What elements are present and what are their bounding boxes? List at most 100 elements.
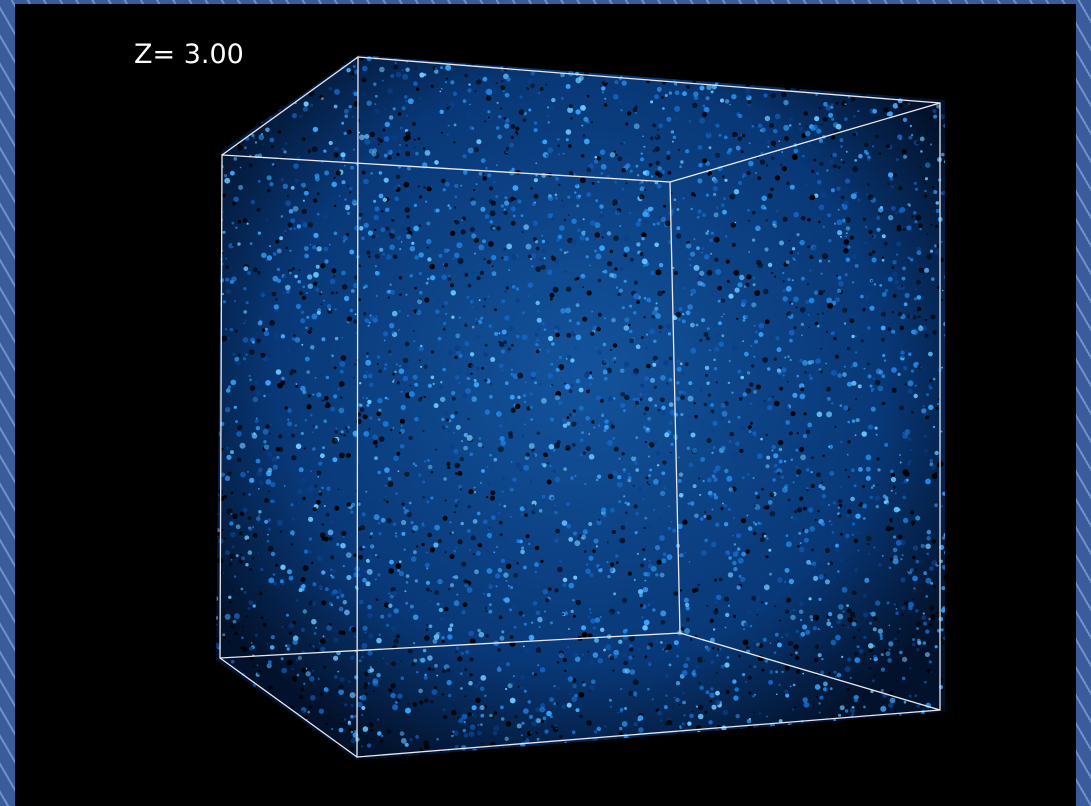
particle [773, 651, 777, 655]
particle [934, 645, 938, 649]
particle [360, 694, 367, 701]
particle [713, 495, 719, 500]
particle [553, 684, 556, 688]
particle [644, 579, 647, 582]
particle [804, 528, 809, 534]
particle [386, 397, 390, 400]
particle [678, 390, 683, 395]
particle [683, 714, 686, 717]
particle [726, 279, 731, 284]
particle [888, 702, 894, 708]
particle [577, 537, 580, 540]
particle [522, 737, 527, 742]
particle [820, 123, 823, 126]
particle [353, 635, 357, 638]
particle [378, 193, 384, 199]
particle [350, 289, 355, 293]
particle [924, 652, 930, 658]
particle [424, 562, 430, 568]
particle [475, 183, 478, 186]
particle [479, 708, 481, 710]
particle [449, 102, 456, 108]
particle [623, 141, 626, 144]
particle [883, 500, 888, 504]
particle [820, 347, 823, 350]
particle [470, 227, 475, 233]
particle [676, 233, 682, 239]
particle [442, 188, 446, 192]
particle [941, 536, 945, 540]
particle [272, 464, 278, 470]
particle [652, 550, 654, 553]
particle [617, 711, 619, 714]
particle [393, 379, 395, 381]
particle [819, 370, 824, 374]
particle [477, 724, 480, 726]
particle [281, 290, 286, 295]
particle [673, 611, 679, 617]
particle [446, 133, 449, 136]
particle [372, 690, 375, 692]
particle [435, 208, 440, 213]
particle [772, 478, 776, 482]
particle [312, 471, 317, 476]
particle [672, 528, 677, 533]
particle [752, 431, 757, 436]
particle [791, 154, 798, 160]
particle [464, 341, 470, 347]
particle [481, 366, 485, 370]
particle [875, 504, 879, 509]
particle [269, 245, 272, 248]
particle [873, 654, 878, 659]
particle [818, 106, 822, 110]
particle [257, 670, 263, 676]
particle [237, 219, 242, 224]
particle [475, 79, 482, 85]
particle [786, 447, 793, 453]
particle [940, 628, 944, 632]
particle [725, 612, 730, 618]
particle [442, 327, 446, 331]
particle [532, 601, 538, 606]
particle [406, 114, 408, 117]
particle [730, 222, 736, 228]
particle [283, 150, 287, 154]
particle [295, 384, 299, 388]
particle [488, 603, 492, 607]
particle [353, 376, 355, 379]
particle [303, 447, 306, 450]
particle [358, 216, 362, 220]
particle [611, 530, 616, 534]
particle [468, 630, 475, 637]
particle [376, 234, 379, 237]
particle [645, 476, 649, 480]
particle [571, 730, 576, 735]
particle [315, 648, 319, 652]
particle [669, 409, 676, 416]
particle [311, 561, 314, 565]
particle [591, 377, 594, 380]
particle [663, 360, 669, 366]
particle [609, 421, 614, 426]
particle [822, 454, 825, 457]
particle [374, 103, 377, 105]
particle [565, 307, 571, 314]
particle [482, 305, 486, 308]
particle [826, 396, 831, 401]
particle [413, 658, 418, 663]
particle [629, 542, 633, 546]
particle [413, 138, 416, 141]
particle [685, 149, 689, 154]
particle [811, 561, 817, 567]
particle [570, 609, 574, 614]
particle [542, 498, 546, 503]
particle [724, 178, 728, 182]
particle [428, 598, 433, 603]
particle [372, 678, 379, 685]
particle [228, 595, 232, 599]
particle [525, 534, 530, 539]
particle [662, 460, 667, 465]
particle [819, 500, 825, 506]
particle [800, 631, 806, 637]
particle [333, 176, 336, 179]
